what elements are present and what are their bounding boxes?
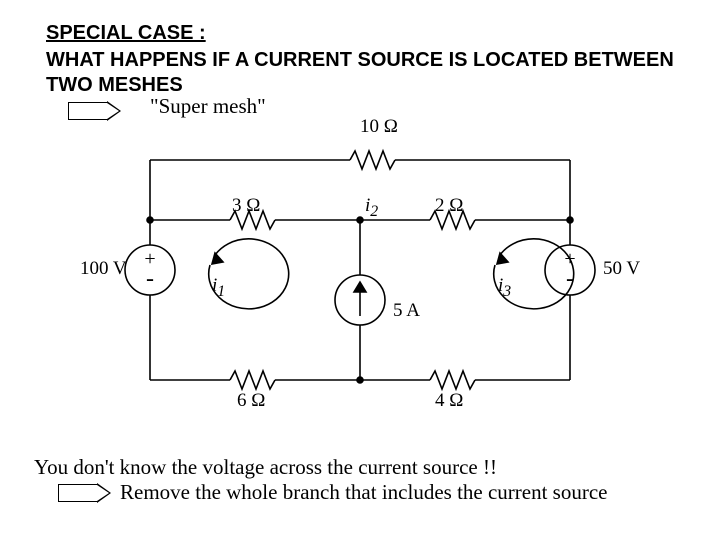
label-v-left: 100 V <box>80 258 127 280</box>
label-r-6: 6 Ω <box>237 390 265 412</box>
footer-line-1: You don't know the voltage across the cu… <box>34 455 497 480</box>
circuit-diagram: + - + - <box>100 120 620 440</box>
label-i1: i1 <box>212 275 225 301</box>
heading-question: WHAT HAPPENS IF A CURRENT SOURCE IS LOCA… <box>46 48 690 98</box>
arrow-remove <box>58 484 98 502</box>
label-r-4: 4 Ω <box>435 390 463 412</box>
heading-special: SPECIAL CASE : <box>46 22 206 45</box>
label-i2: i2 <box>365 195 378 221</box>
svg-text:-: - <box>146 266 154 292</box>
label-supermesh: "Super mesh" <box>150 94 266 119</box>
label-i-src: 5 A <box>393 300 420 322</box>
label-r-top: 10 Ω <box>360 116 398 138</box>
label-v-right: 50 V <box>603 258 640 280</box>
label-i3: i3 <box>498 275 511 301</box>
arrow-supermesh <box>68 102 108 120</box>
label-r-3: 3 Ω <box>232 195 260 217</box>
svg-text:-: - <box>566 266 574 292</box>
footer-line-2: Remove the whole branch that includes th… <box>120 480 608 505</box>
label-r-2: 2 Ω <box>435 195 463 217</box>
